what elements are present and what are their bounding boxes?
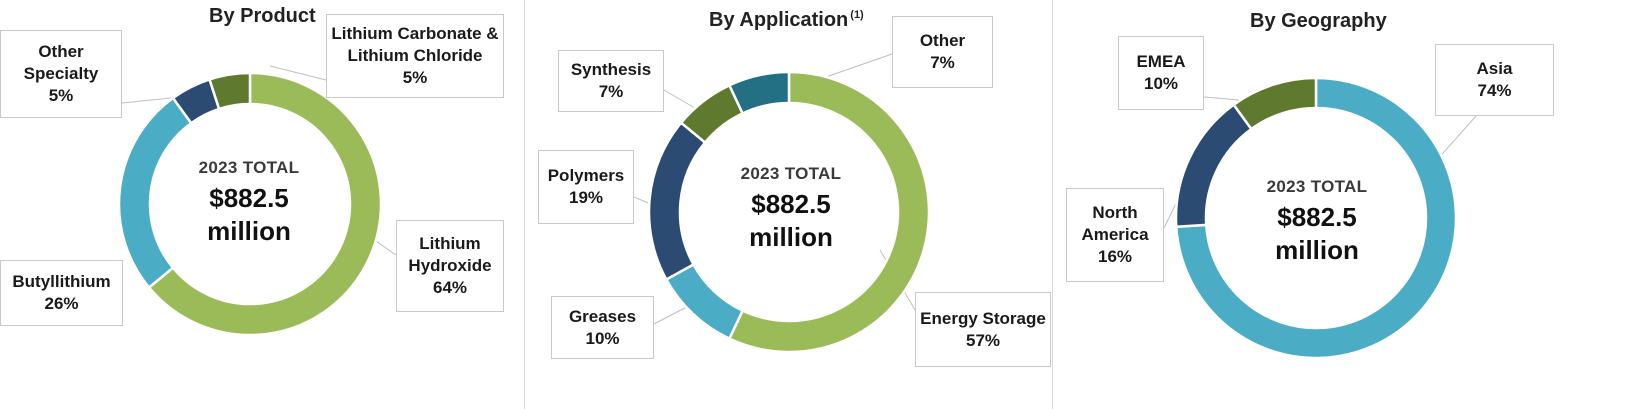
total-caption: 2023 TOTAL xyxy=(198,158,300,177)
slice-label: Polymers 19% xyxy=(538,150,634,224)
donut-slice xyxy=(1231,76,1318,131)
chart-title-product: By Product xyxy=(209,5,316,27)
panel-divider xyxy=(1052,0,1053,409)
leader-line xyxy=(269,65,327,81)
center-total-geography: 2023 TOTAL $882.5 million xyxy=(1227,177,1407,267)
center-total-product: 2023 TOTAL $882.5 million xyxy=(159,158,339,248)
slice-label: Other Specialty 5% xyxy=(0,30,122,118)
donut-slice xyxy=(207,71,252,111)
total-amount: $882.5 million xyxy=(207,183,291,246)
slice-label: EMEA 10% xyxy=(1118,36,1204,110)
slice-label: Other 7% xyxy=(892,16,993,88)
slice-label: Lithium Hydroxide 64% xyxy=(396,220,504,312)
leader-line xyxy=(121,96,181,104)
chart-title-geography: By Geography xyxy=(1250,10,1387,32)
total-caption: 2023 TOTAL xyxy=(1266,177,1368,196)
chart-title-application: By Application (1) xyxy=(709,9,864,31)
donut-slice xyxy=(1174,76,1458,360)
total-caption: 2023 TOTAL xyxy=(740,164,842,183)
donut-slice xyxy=(727,70,791,116)
slice-label: Butyllithium 26% xyxy=(0,260,123,326)
donut-slice xyxy=(147,71,383,337)
slice-label: Asia 74% xyxy=(1435,44,1554,116)
total-amount: $882.5 million xyxy=(749,189,833,252)
donut-slice xyxy=(727,70,931,354)
center-total-application: 2023 TOTAL $882.5 million xyxy=(701,164,881,254)
footnote-marker: (1) xyxy=(850,9,864,22)
total-amount: $882.5 million xyxy=(1275,202,1359,265)
slice-label: Energy Storage 57% xyxy=(915,292,1051,367)
slice-label: Synthesis 7% xyxy=(558,50,664,112)
slice-label: Lithium Carbonate & Lithium Chloride 5% xyxy=(326,14,504,98)
slice-label: North America 16% xyxy=(1066,188,1164,282)
panel-divider xyxy=(524,0,525,409)
slice-label: Greases 10% xyxy=(551,296,654,359)
donut-slice xyxy=(647,121,707,282)
donut-slice xyxy=(664,262,745,341)
